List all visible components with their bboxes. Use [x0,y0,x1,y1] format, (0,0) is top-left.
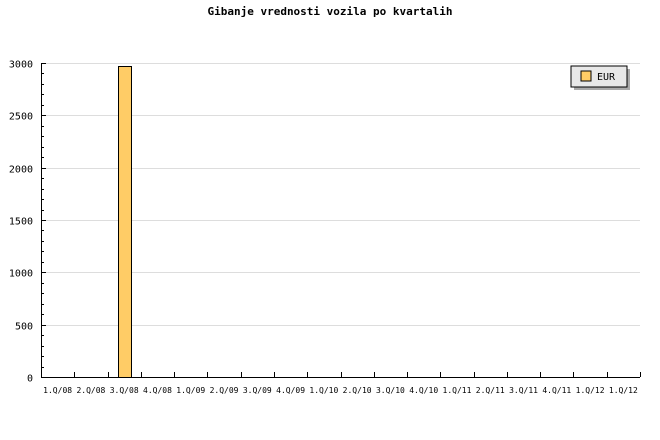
x-tick-label: 3.Q/11 [509,386,538,395]
axes [41,63,641,378]
x-tick-label: 1.Q/08 [43,386,72,395]
x-tick-label: 2.Q/11 [476,386,505,395]
x-tick-label: 2.Q/08 [76,386,105,395]
x-tick-label: 1.Q/10 [309,386,338,395]
bar-3.Q/08 [118,66,132,378]
bars [118,66,132,378]
x-tick-label: 4.Q/11 [542,386,571,395]
y-tick-labels: 0 500 1000 1500 2000 2500 3000 [9,60,33,385]
x-tick-label: 2.Q/10 [343,386,372,395]
y-tick-label: 3000 [9,60,33,71]
x-tick-label: 4.Q/08 [143,386,172,395]
y-tick-label: 2000 [9,165,33,176]
x-tick-label: 1.Q/09 [176,386,205,395]
legend-swatch [580,70,592,82]
y-tick-label: 2500 [9,112,33,123]
x-tick-label: 4.Q/09 [276,386,305,395]
x-tick-label: 2.Q/09 [210,386,239,395]
x-tick-label: 4.Q/10 [409,386,438,395]
x-tick-label: 3.Q/09 [243,386,272,395]
x-tick-label: 1.Q/12 [576,386,605,395]
y-tick-label: 0 [27,374,33,385]
gridlines [41,63,640,326]
chart-title: Gibanje vrednosti vozila po kvartalih [207,5,452,18]
legend: EUR [570,65,630,90]
legend-label-eur: EUR [597,72,616,83]
x-tick-label: 1.Q/11 [443,386,472,395]
x-tick-label: 1.Q/12 [609,386,638,395]
x-tick-label: 3.Q/08 [110,386,139,395]
y-tick-label: 500 [15,322,33,333]
x-tick-labels: 1.Q/08 2.Q/08 3.Q/08 4.Q/08 1.Q/09 2.Q/09 3.Q/… [43,386,638,395]
y-tick-label: 1500 [9,217,33,228]
x-tick-label: 3.Q/10 [376,386,405,395]
y-tick-label: 1000 [9,269,33,280]
